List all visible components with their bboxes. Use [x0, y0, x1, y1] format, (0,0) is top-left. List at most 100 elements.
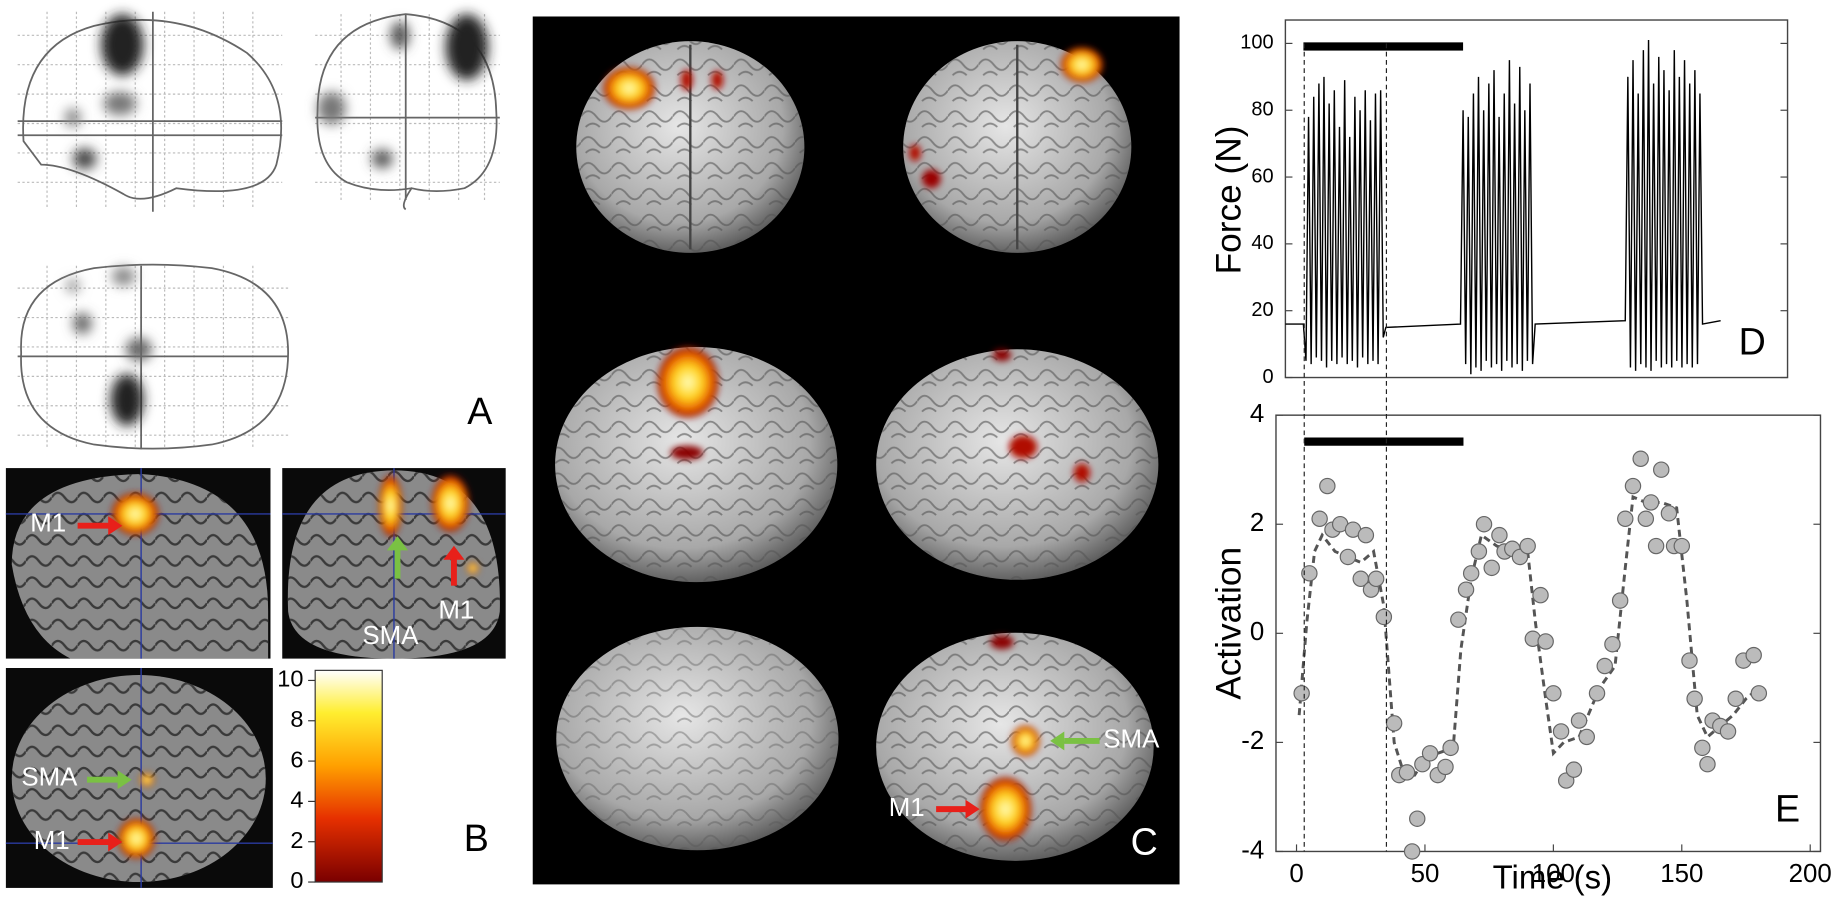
data-point	[1442, 739, 1459, 757]
panel-label: C	[1131, 820, 1158, 862]
panel-label: B	[464, 817, 489, 859]
annotation: M1	[889, 794, 925, 822]
annotation: SMA	[362, 622, 419, 650]
data-point	[1719, 723, 1737, 740]
x-tick-label: 50	[1411, 860, 1440, 888]
activation-blob	[603, 47, 1104, 841]
data-point	[1632, 450, 1649, 468]
data-point	[1385, 715, 1403, 732]
data-point	[1367, 570, 1385, 588]
data-point	[1483, 559, 1500, 577]
y-axis-label: Force (N)	[1210, 125, 1249, 274]
data-point	[1532, 586, 1549, 604]
y-tick-label: -2	[1241, 727, 1264, 755]
data-point	[1491, 526, 1508, 544]
colorbar-tick-label: 4	[290, 787, 303, 813]
data-point	[1519, 537, 1536, 555]
colorbar-tick-label: 2	[290, 827, 303, 853]
data-point	[1686, 690, 1703, 707]
panel-label: D	[1739, 321, 1766, 363]
data-point	[1475, 516, 1493, 533]
x-axis-label: Time (s)	[1493, 858, 1612, 895]
data-point	[1624, 477, 1642, 495]
data-point	[1357, 526, 1375, 544]
data-point	[1647, 537, 1665, 555]
data-point	[1421, 745, 1439, 762]
panel-label: E	[1775, 787, 1800, 829]
data-point	[1642, 494, 1660, 511]
data-point	[1437, 758, 1454, 776]
y-tick-label: 0	[1263, 366, 1274, 388]
y-tick-label: 40	[1251, 232, 1273, 254]
arrow	[77, 516, 465, 852]
activation-blob	[111, 475, 479, 859]
data-point	[1565, 761, 1583, 778]
x-tick-label: 100	[1532, 860, 1575, 888]
panel-b: M1 SMA M1 SMA M1 B	[5, 468, 506, 888]
data-point	[1637, 510, 1655, 528]
data-point	[1450, 611, 1467, 628]
y-tick-label: 4	[1250, 400, 1264, 428]
block-bar	[1304, 437, 1464, 446]
data-point	[1727, 690, 1744, 707]
colorbar-tick-label: 10	[277, 666, 303, 692]
data-point	[1545, 685, 1562, 702]
arrow	[936, 731, 1100, 819]
colorbar-tick-label: 6	[290, 746, 303, 772]
plot-frame	[1275, 414, 1822, 853]
data-point	[1311, 510, 1328, 528]
data-point	[1537, 633, 1554, 650]
data-point	[1301, 565, 1318, 582]
data-point	[1339, 548, 1357, 566]
data-point	[1470, 543, 1488, 560]
y-tick-label: 2	[1250, 509, 1264, 537]
data-point	[1457, 581, 1475, 598]
annotation: M1	[34, 827, 70, 855]
annotation: SMA	[21, 763, 78, 791]
y-tick-label: 20	[1251, 299, 1273, 321]
y-axis-label: Activation	[1210, 547, 1249, 700]
force-line	[1285, 40, 1721, 375]
data-point	[1750, 685, 1768, 702]
data-point	[1604, 635, 1621, 653]
data-point	[1588, 685, 1606, 702]
data-point	[1293, 685, 1310, 702]
panel-label: A	[467, 390, 493, 432]
data-point	[1681, 652, 1698, 669]
glass-blob	[64, 14, 489, 426]
glass-outline	[17, 11, 500, 450]
data-point	[1611, 592, 1629, 609]
y-tick-label: 100	[1240, 32, 1273, 54]
colorbar-tick-label: 0	[290, 867, 303, 893]
x-tick-label: 0	[1289, 860, 1303, 888]
colorbar	[314, 669, 383, 883]
annotation: M1	[30, 509, 66, 537]
data-point	[1570, 712, 1588, 729]
data-point	[1660, 505, 1678, 522]
annotation: M1	[438, 596, 474, 624]
y-tick-label: -4	[1241, 836, 1264, 864]
colorbar-tick-label: 8	[290, 706, 303, 732]
x-tick-label: 150	[1660, 860, 1703, 888]
data-point	[1653, 461, 1670, 478]
plot-frame	[1284, 19, 1789, 379]
block-bar	[1303, 42, 1464, 51]
data-point	[1694, 739, 1711, 757]
data-point	[1699, 755, 1716, 773]
x-tick-label: 200	[1789, 860, 1832, 888]
data-point	[1409, 810, 1426, 827]
data-point	[1596, 657, 1613, 675]
annotation: SMA	[1103, 726, 1160, 754]
data-point	[1673, 537, 1691, 555]
glass-grid	[17, 11, 500, 450]
data-point	[1745, 646, 1762, 664]
y-tick-label: 0	[1250, 618, 1264, 646]
data-point	[1403, 843, 1421, 860]
data-point	[1552, 723, 1570, 740]
data-point	[1578, 728, 1595, 746]
panel-a: A	[17, 11, 500, 450]
data-point	[1319, 477, 1336, 495]
data-point	[1462, 565, 1480, 582]
